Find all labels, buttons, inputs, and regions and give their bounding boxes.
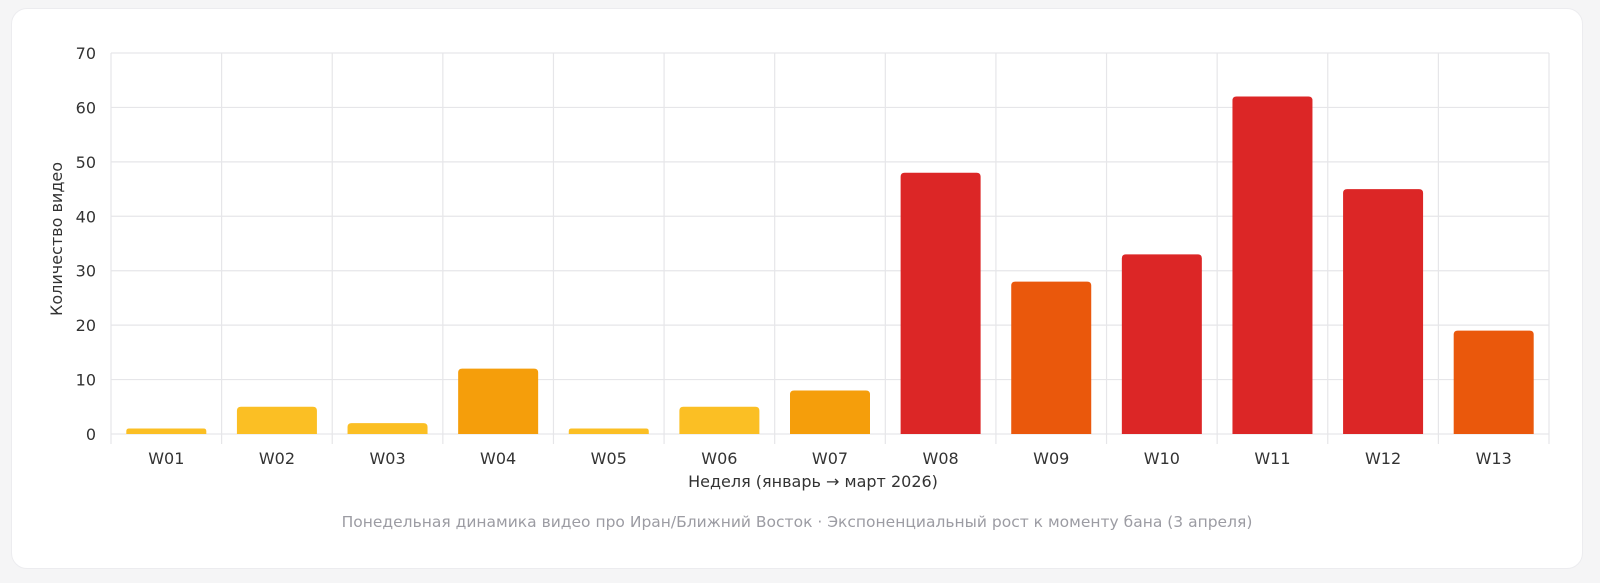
chart-caption: Понедельная динамика видео про Иран/Ближ… [342,513,1253,531]
x-tick-label: W07 [812,449,848,468]
bar-w04 [458,368,539,434]
bar-w08 [900,172,981,434]
bar-w06 [679,406,760,434]
x-tick-label: W11 [1254,449,1290,468]
x-tick-label: W06 [701,449,737,468]
x-tick-label: W02 [259,449,295,468]
x-axis-ticks: W01 W02 W03 W04 W05 W06 W07 W08 W09 W10 W11 W12 W13 [148,449,1512,468]
bar-w03 [347,423,428,434]
y-tick-label: 60 [76,98,96,117]
x-tick-label: W08 [923,449,959,468]
y-axis-ticks: 0 10 20 30 40 50 60 70 [76,44,96,444]
bar-w12 [1343,189,1424,434]
bars [126,96,1534,435]
x-tick-label: W12 [1365,449,1401,468]
x-tick-label: W04 [480,449,516,468]
x-tick-label: W09 [1033,449,1069,468]
x-tick-label: W05 [591,449,627,468]
y-tick-label: 70 [76,44,96,63]
x-tick-label: W03 [369,449,405,468]
y-tick-label: 0 [86,425,96,444]
bar-w13 [1453,330,1534,434]
y-tick-label: 10 [76,371,96,390]
x-axis-title: Неделя (январь → март 2026) [688,472,938,491]
bar-w02 [236,406,317,434]
bar-w01 [126,428,207,434]
bar-w07 [790,390,870,434]
y-tick-label: 50 [76,153,96,172]
y-tick-label: 30 [76,262,96,281]
bar-w10 [1121,254,1202,434]
bar-w05 [568,428,649,434]
chart-card [11,8,1583,569]
bar-w11 [1232,96,1313,435]
y-tick-label: 20 [76,316,96,335]
y-axis-title: Количество видео [47,162,66,316]
y-tick-label: 40 [76,207,96,226]
x-tick-label: W13 [1476,449,1512,468]
x-tick-label: W01 [148,449,184,468]
bar-w09 [1011,281,1092,434]
x-tick-label: W10 [1144,449,1180,468]
grid-lines [110,52,1550,444]
